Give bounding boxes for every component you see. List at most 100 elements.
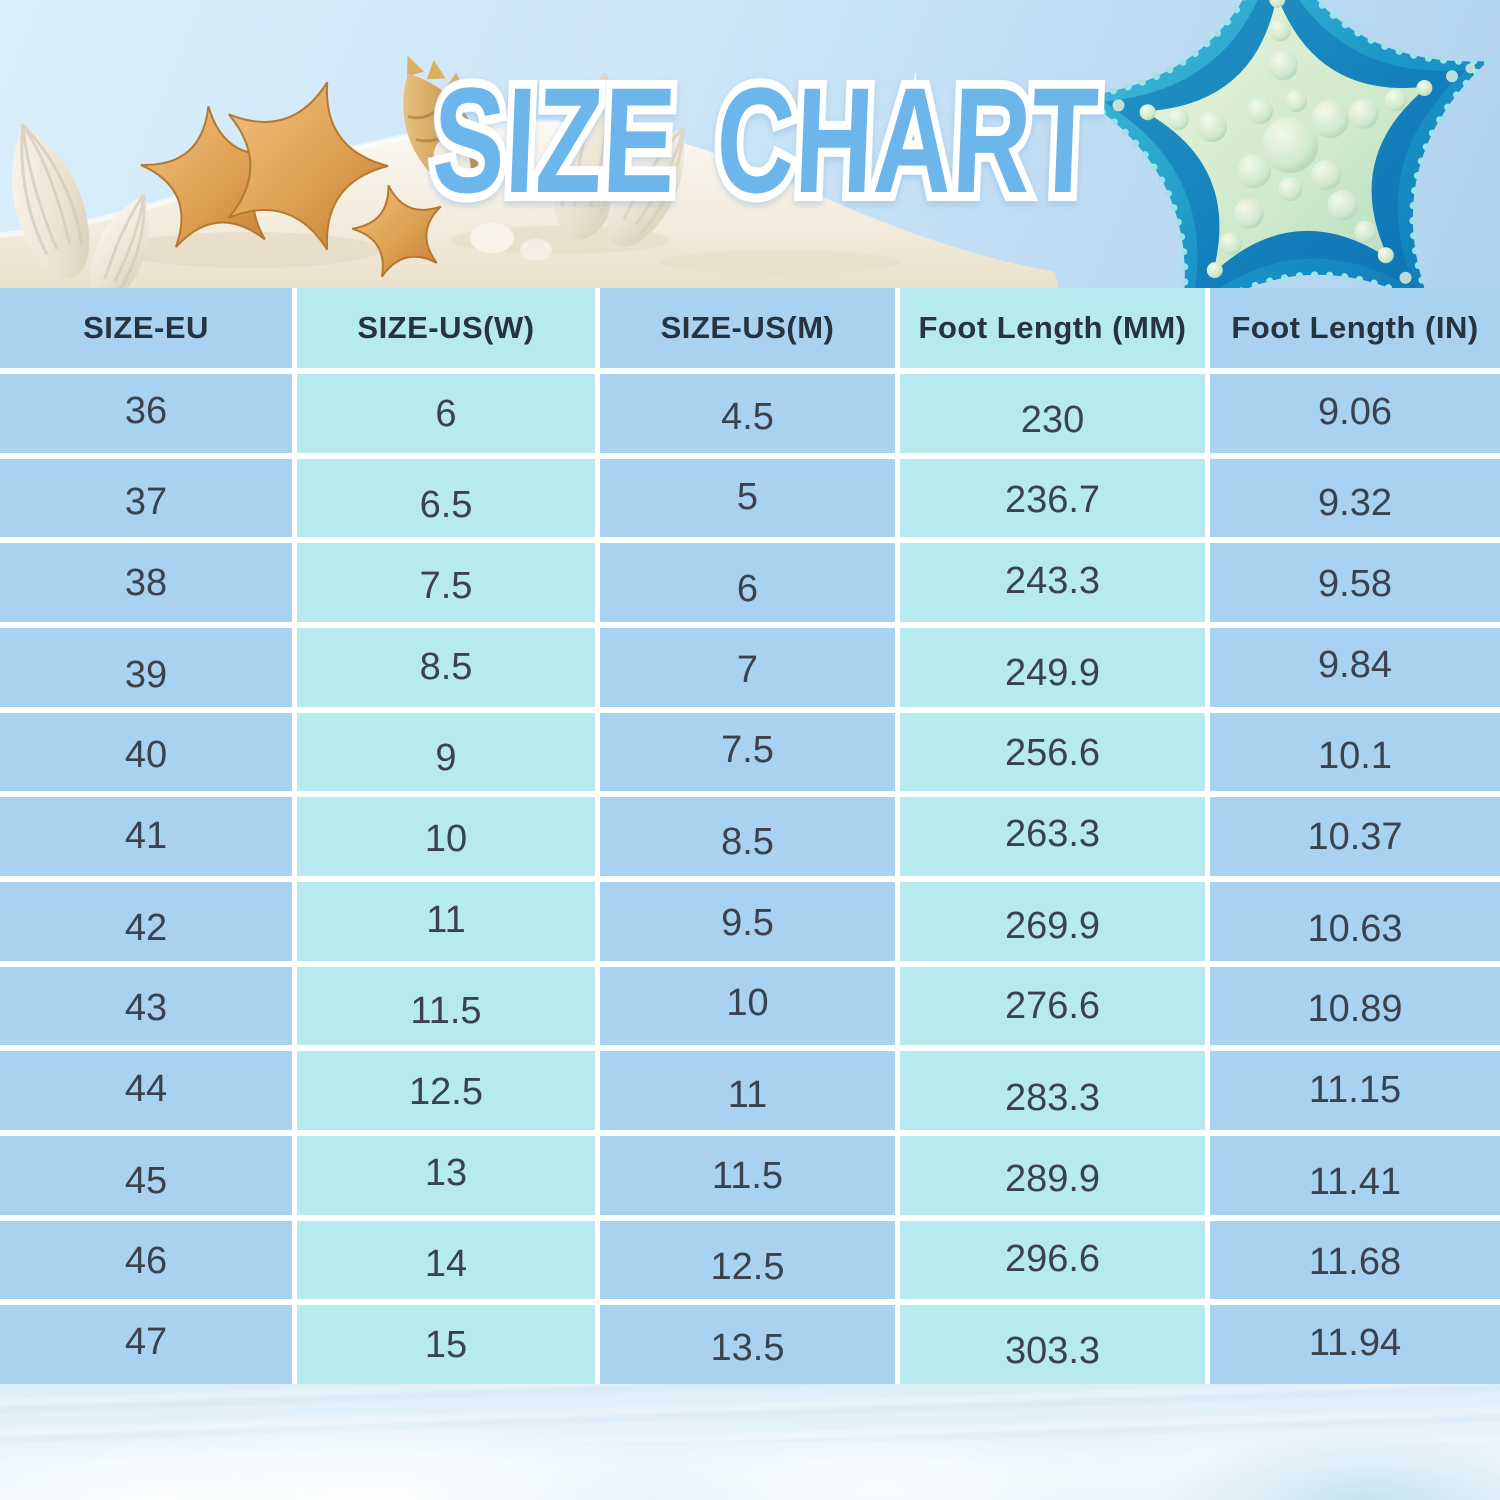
bubble <box>1094 95 1104 106</box>
table-cell: 10.63 <box>1210 881 1500 961</box>
table-cell: 256.6 <box>900 712 1205 792</box>
table-cell: 37 <box>0 458 292 538</box>
bubble <box>1268 50 1298 81</box>
table-cell: 11.94 <box>1210 1305 1500 1384</box>
pebble <box>470 223 514 253</box>
table-cell: 283.3 <box>900 1051 1205 1130</box>
bubble <box>1237 154 1271 188</box>
table-cell: 6 <box>297 374 595 453</box>
table-cell: 9.84 <box>1210 627 1500 707</box>
starfish-icon <box>351 184 442 278</box>
column-header: SIZE-US(W) <box>297 288 595 368</box>
seashell-icon <box>12 123 90 279</box>
table-cell: 9.5 <box>600 881 895 961</box>
table-cell: 303.3 <box>900 1305 1205 1384</box>
bubble <box>1262 117 1318 173</box>
table-cell: 42 <box>0 881 292 961</box>
table-cell: 14 <box>297 1220 595 1300</box>
table-cell: 8.5 <box>297 627 595 707</box>
bubble <box>1247 98 1273 124</box>
conch-shell-icon <box>403 55 481 188</box>
table-cell: 6 <box>600 543 895 622</box>
table-cell: 11.5 <box>297 966 595 1046</box>
bubble <box>1327 190 1358 221</box>
column-header: SIZE-EU <box>0 288 292 368</box>
column-header: Foot Length (MM) <box>900 288 1205 368</box>
table-cell: 7 <box>600 627 895 707</box>
table-cell: 40 <box>0 712 292 792</box>
starfish-icon <box>228 81 389 251</box>
table-cell: 11 <box>600 1051 895 1130</box>
table-cell: 9.58 <box>1210 543 1500 622</box>
table-cell: 12.5 <box>297 1051 595 1130</box>
bubble <box>1219 232 1242 255</box>
table-cell: 13 <box>297 1135 595 1215</box>
table-cell: 38 <box>0 543 292 622</box>
table-cell: 13.5 <box>600 1305 895 1384</box>
bubble <box>1278 177 1302 201</box>
table-cell: 9.32 <box>1210 458 1500 538</box>
table-cell: 296.6 <box>900 1220 1205 1300</box>
table-cell: 249.9 <box>900 627 1205 707</box>
table-cell: 46 <box>0 1220 292 1300</box>
bubble <box>1399 271 1412 284</box>
table-cell: 39 <box>0 627 292 707</box>
table-cell: 11.68 <box>1210 1220 1500 1300</box>
table-cell: 243.3 <box>900 543 1205 622</box>
table-cell: 236.7 <box>900 458 1205 538</box>
seashell-icon <box>551 72 625 240</box>
table-cell: 8.5 <box>600 797 895 876</box>
table-cell: 289.9 <box>900 1135 1205 1215</box>
table-cell: 230 <box>900 374 1205 453</box>
table-cell: 36 <box>0 374 292 453</box>
seashell-icon <box>89 193 149 300</box>
bubble <box>1206 262 1223 279</box>
table-cell: 7.5 <box>297 543 595 622</box>
wave-foam <box>0 1436 400 1500</box>
bubble <box>1384 89 1407 112</box>
table-cell: 43 <box>0 966 292 1046</box>
bubble <box>1446 70 1458 83</box>
table-cell: 7.5 <box>600 712 895 792</box>
table-cell: 5 <box>600 458 895 538</box>
table-cell: 45 <box>0 1135 292 1215</box>
table-cell: 10 <box>600 966 895 1046</box>
bubble <box>1197 112 1228 142</box>
size-table: SIZE-EU SIZE-US(W) SIZE-US(M) Foot Length (… <box>0 288 1500 1384</box>
table-cell: 11.5 <box>600 1135 895 1215</box>
table-cell: 44 <box>0 1051 292 1130</box>
table-cell: 276.6 <box>900 966 1205 1046</box>
table-cell: 11 <box>297 881 595 961</box>
table-cell: 4.5 <box>600 374 895 453</box>
bubble <box>1465 63 1476 74</box>
bubble <box>1348 98 1379 129</box>
table-cell: 47 <box>0 1305 292 1384</box>
table-cell: 10 <box>297 797 595 876</box>
column-header: SIZE-US(M) <box>600 288 895 368</box>
table-cell: 6.5 <box>297 458 595 538</box>
table-cell: 9 <box>297 712 595 792</box>
table-cell: 11.41 <box>1210 1135 1500 1215</box>
blue-starfish-icon <box>1070 0 1498 339</box>
table-cell: 10.1 <box>1210 712 1500 792</box>
table-cell: 15 <box>297 1305 595 1384</box>
bubble <box>1285 90 1307 112</box>
pebble <box>520 239 552 261</box>
page-title-text: SIZE CHART <box>429 56 1102 224</box>
bubble <box>1269 19 1291 42</box>
table-cell: 269.9 <box>900 881 1205 961</box>
bubble <box>1112 99 1125 112</box>
bubble <box>1269 0 1286 8</box>
beach-scene <box>0 55 1060 300</box>
table-cell: 9.06 <box>1210 374 1500 453</box>
table-cell: 263.3 <box>900 797 1205 876</box>
bubble <box>1416 80 1433 96</box>
bubble <box>1377 247 1394 264</box>
bubble <box>1139 104 1156 121</box>
seashell-icon <box>606 126 685 247</box>
column-header: Foot Length (IN) <box>1210 288 1500 368</box>
bubble <box>1166 108 1189 131</box>
bubble <box>1311 100 1349 138</box>
bubble <box>1233 198 1264 229</box>
